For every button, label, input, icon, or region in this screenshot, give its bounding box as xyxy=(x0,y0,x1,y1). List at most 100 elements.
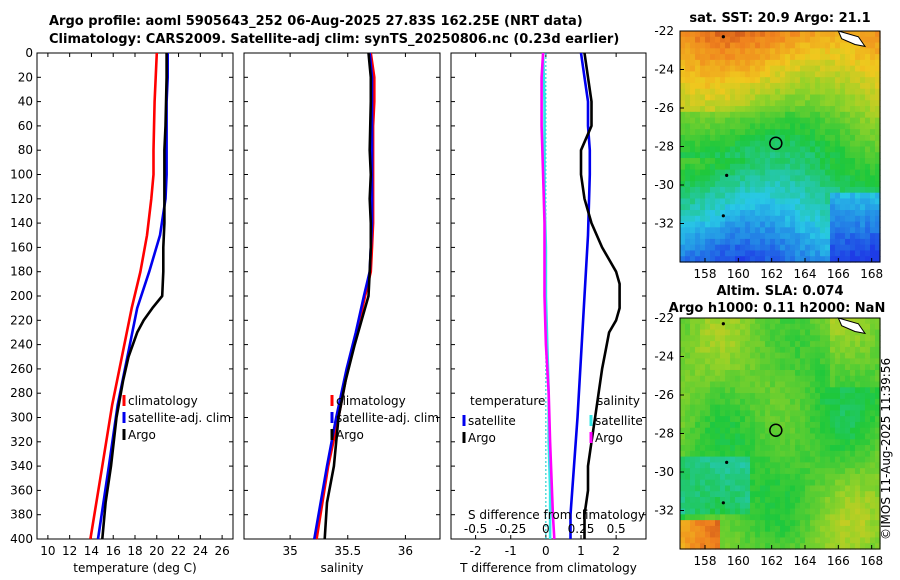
sst-map-cell xyxy=(855,48,861,55)
sla-map-cell xyxy=(760,427,766,435)
sst-map-cell xyxy=(875,111,881,119)
sst-map-cell xyxy=(750,36,756,44)
sst-map-cell xyxy=(735,175,741,182)
sst-map-cell xyxy=(820,88,826,96)
sla-map-cell xyxy=(775,410,781,417)
sst-map-cell xyxy=(680,140,686,148)
sst-map-cell xyxy=(740,59,746,67)
sst-map-cell xyxy=(825,134,831,142)
sla-map-land xyxy=(837,317,867,335)
difference-s-tick-label: 0.5 xyxy=(607,522,626,536)
sst-map-cell xyxy=(705,94,711,101)
sst-map-cell xyxy=(785,117,791,125)
sla-map-cell xyxy=(770,502,776,510)
sst-map-cell xyxy=(740,88,746,96)
sst-map-cell xyxy=(725,65,731,73)
depth-tick-label: 300 xyxy=(10,411,33,425)
sla-map-cell xyxy=(800,375,806,383)
sla-map-cell xyxy=(725,341,731,348)
sla-map-cell xyxy=(865,508,871,515)
sla-map-cell xyxy=(700,520,706,527)
sla-map-cell xyxy=(730,358,736,365)
sla-map-cell xyxy=(735,450,741,458)
sst-map-cell xyxy=(745,169,751,176)
sla-map-cell xyxy=(870,462,876,469)
sst-map-cell xyxy=(765,36,771,44)
sst-map-cell xyxy=(805,123,811,130)
sla-map-cell xyxy=(860,416,866,423)
sla-map-cell xyxy=(715,352,721,360)
sst-map-cell xyxy=(845,134,851,142)
sla-map-cell xyxy=(870,329,876,336)
sla-map-cell xyxy=(735,479,741,487)
sla-map-cell xyxy=(815,410,821,417)
sst-map-cell xyxy=(830,163,836,171)
sst-map-cell xyxy=(795,31,801,38)
sst-map-cell xyxy=(850,158,856,165)
sla-map-cell xyxy=(840,445,846,452)
sst-map-cell xyxy=(820,77,826,84)
sla-map-cell xyxy=(725,427,731,435)
sst-map-cell xyxy=(815,82,821,90)
sla-map-cell xyxy=(805,502,811,510)
sst-map-cell xyxy=(870,48,876,55)
sla-map-cell xyxy=(845,468,851,475)
sst-map-cell xyxy=(855,238,861,246)
sst-map-cell xyxy=(790,244,796,252)
sla-map-cell xyxy=(770,329,776,336)
depth-tick-label: 100 xyxy=(10,168,33,182)
sst-map-cell xyxy=(830,71,836,78)
sst-map-cell xyxy=(805,181,811,188)
sla-map-cell xyxy=(750,497,756,504)
sst-map-cell xyxy=(875,31,881,38)
sst-map-cell xyxy=(775,111,781,119)
sst-map-cell xyxy=(775,123,781,130)
sst-map-cell xyxy=(745,192,751,200)
sla-map-cell xyxy=(710,537,716,544)
sla-map-cell xyxy=(820,387,826,394)
sla-map-cell xyxy=(765,318,771,325)
sst-map-cell xyxy=(725,250,731,257)
sla-map-cell xyxy=(720,381,726,388)
sst-map-cell xyxy=(740,31,746,38)
sst-map-cell xyxy=(690,123,696,130)
sst-map-cell xyxy=(845,215,851,223)
sla-map-cell xyxy=(780,445,786,452)
sst-map-cell xyxy=(765,100,771,107)
sst-map-cell xyxy=(875,42,881,49)
sst-map-cell xyxy=(865,175,871,182)
sla-map-cell xyxy=(865,543,871,550)
depth-tick-label: 60 xyxy=(18,119,33,133)
sla-map-cell xyxy=(720,445,726,452)
sst-map-cell xyxy=(695,146,701,153)
sst-map-cell xyxy=(710,82,716,90)
sst-map-cell xyxy=(830,256,836,263)
sla-map-cell xyxy=(810,502,816,510)
sst-map-cell xyxy=(745,146,751,153)
sst-map-cell xyxy=(800,140,806,148)
sla-map-cell xyxy=(690,381,696,388)
sst-map-cell xyxy=(820,54,826,61)
sla-map-cell xyxy=(760,497,766,504)
sst-map-cell xyxy=(835,82,841,90)
sst-map-cell xyxy=(750,210,756,217)
sst-map-cell xyxy=(875,163,881,171)
sla-map-cell xyxy=(685,387,691,394)
sst-map-cell xyxy=(825,256,831,263)
sst-map-cell xyxy=(775,65,781,73)
sst-map-cell xyxy=(870,146,876,153)
sla-map-cell xyxy=(870,491,876,498)
sla-map-cell xyxy=(835,450,841,458)
sla-map-cell xyxy=(735,491,741,498)
sst-map-cell xyxy=(855,163,861,171)
sst-map-cell xyxy=(725,31,731,38)
sst-map-cell xyxy=(765,244,771,252)
sla-map-cell xyxy=(685,439,691,446)
sst-map-cell xyxy=(870,106,876,113)
sst-map-cell xyxy=(790,186,796,194)
sla-map-cell xyxy=(740,508,746,515)
sst-map-cell xyxy=(800,204,806,211)
sla-map-cell xyxy=(695,514,701,521)
sst-map-cell xyxy=(770,186,776,194)
